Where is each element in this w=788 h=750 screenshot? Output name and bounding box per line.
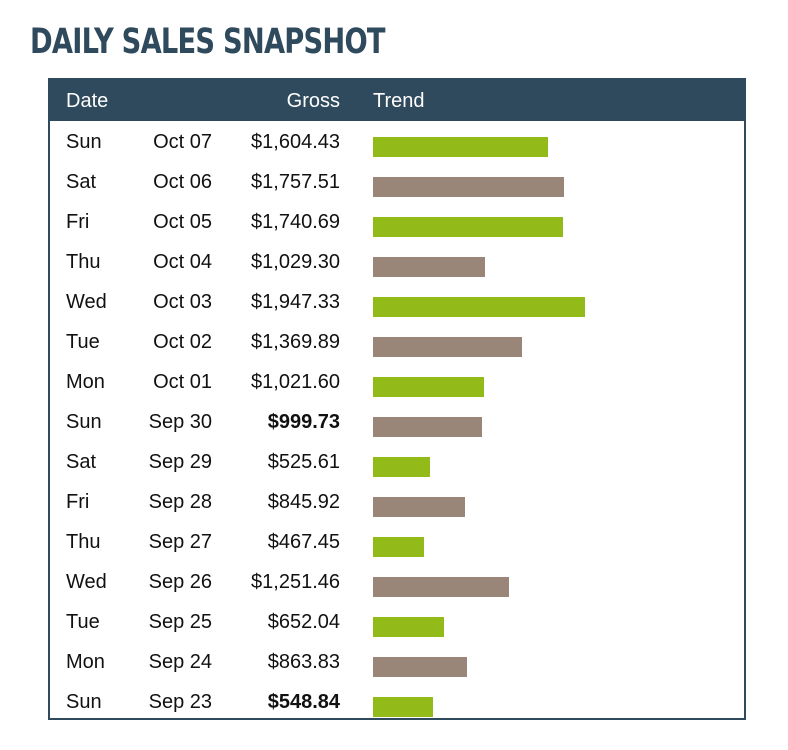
row-gross: $863.83 [267, 651, 340, 673]
table-row: Sun Sep 30 $999.73 [50, 401, 744, 441]
row-gross: $548.84 [267, 691, 340, 713]
trend-bar [373, 497, 465, 517]
row-day: Wed [66, 291, 107, 313]
row-gross: $467.45 [267, 531, 340, 553]
row-gross: $845.92 [267, 491, 340, 513]
table-row: Thu Sep 27 $467.45 [50, 521, 744, 561]
row-day: Sun [66, 691, 102, 713]
table-header: Date Gross Trend [50, 80, 744, 121]
trend-bar [373, 337, 522, 357]
row-day: Thu [66, 251, 101, 273]
row-date: Oct 03 [153, 291, 212, 313]
row-day: Thu [66, 531, 101, 553]
row-gross: $1,757.51 [251, 171, 340, 193]
row-date: Sep 24 [148, 651, 212, 673]
row-date: Sep 29 [148, 451, 212, 473]
table-row: Mon Oct 01 $1,021.60 [50, 361, 744, 401]
trend-bar [373, 417, 482, 437]
row-day: Sun [66, 131, 102, 153]
header-gross: Gross [286, 90, 340, 112]
row-date: Oct 02 [153, 331, 212, 353]
row-date: Sep 23 [148, 691, 212, 713]
header-trend: Trend [373, 90, 425, 112]
row-day: Wed [66, 571, 107, 593]
row-gross: $652.04 [267, 611, 340, 633]
row-gross: $999.73 [267, 411, 340, 433]
trend-bar [373, 617, 444, 637]
row-day: Mon [66, 371, 105, 393]
row-gross: $525.61 [267, 451, 340, 473]
table-row: Thu Oct 04 $1,029.30 [50, 241, 744, 281]
row-gross: $1,021.60 [251, 371, 340, 393]
row-day: Sat [66, 171, 97, 193]
row-gross: $1,251.46 [251, 571, 340, 593]
row-date: Oct 04 [153, 251, 212, 273]
sales-table: Date Gross Trend Sun Oct 07 $1,604.43 Sat Oc… [48, 78, 746, 720]
row-gross: $1,740.69 [251, 211, 340, 233]
trend-bar [373, 177, 564, 197]
row-date: Sep 28 [148, 491, 212, 513]
trend-bar [373, 257, 485, 277]
table-row: Sun Oct 07 $1,604.43 [50, 121, 744, 161]
trend-bar [373, 137, 548, 157]
row-date: Sep 30 [148, 411, 212, 433]
row-gross: $1,604.43 [251, 131, 340, 153]
trend-bar [373, 297, 585, 317]
header-date: Date [66, 90, 109, 112]
row-day: Sat [66, 451, 97, 473]
table-row: Wed Oct 03 $1,947.33 [50, 281, 744, 321]
table-row: Mon Sep 24 $863.83 [50, 641, 744, 681]
row-date: Oct 07 [153, 131, 212, 153]
table-row: Tue Sep 25 $652.04 [50, 601, 744, 641]
row-gross: $1,947.33 [251, 291, 340, 313]
trend-bar [373, 217, 563, 237]
row-gross: $1,369.89 [251, 331, 340, 353]
row-date: Sep 26 [148, 571, 212, 593]
table-row: Fri Oct 05 $1,740.69 [50, 201, 744, 241]
row-date: Oct 05 [153, 211, 212, 233]
table-row: Sun Sep 23 $548.84 [50, 681, 744, 721]
row-day: Fri [66, 491, 90, 513]
table-row: Wed Sep 26 $1,251.46 [50, 561, 744, 601]
table-row: Tue Oct 02 $1,369.89 [50, 321, 744, 361]
page-title: DAILY SALES SNAPSHOT [30, 22, 386, 62]
row-day: Mon [66, 651, 105, 673]
table-row: Fri Sep 28 $845.92 [50, 481, 744, 521]
row-day: Tue [66, 611, 100, 633]
row-date: Oct 01 [153, 371, 212, 393]
trend-bar [373, 657, 467, 677]
row-date: Sep 27 [148, 531, 212, 553]
trend-bar [373, 697, 433, 717]
row-date: Oct 06 [153, 171, 212, 193]
table-body: Sun Oct 07 $1,604.43 Sat Oct 06 $1,757.51 Fri O… [50, 121, 744, 721]
table-row: Sat Oct 06 $1,757.51 [50, 161, 744, 201]
trend-bar [373, 377, 484, 397]
trend-bar [373, 537, 424, 557]
row-date: Sep 25 [148, 611, 212, 633]
table-row: Sat Sep 29 $525.61 [50, 441, 744, 481]
trend-bar [373, 457, 430, 477]
row-day: Tue [66, 331, 100, 353]
row-gross: $1,029.30 [251, 251, 340, 273]
row-day: Sun [66, 411, 102, 433]
trend-bar [373, 577, 509, 597]
row-day: Fri [66, 211, 90, 233]
